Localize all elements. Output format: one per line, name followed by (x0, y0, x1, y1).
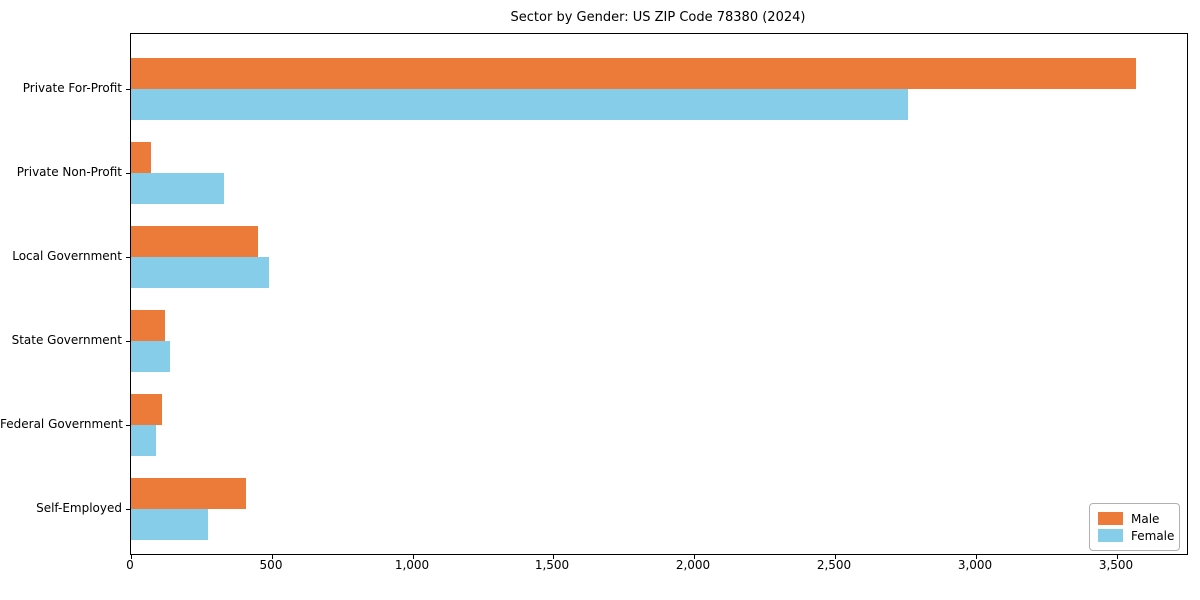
y-tick-private-non-profit (126, 173, 131, 174)
bar-female-state-government (131, 341, 170, 372)
y-tick-label-local-government: Local Government (12, 249, 122, 263)
bar-male-private-non-profit (131, 142, 151, 173)
x-tick-label-500: 500 (259, 558, 283, 572)
y-tick-private-for-profit (126, 89, 131, 90)
bar-female-private-for-profit (131, 89, 908, 120)
x-tick-label-3500: 3,500 (1098, 558, 1134, 572)
legend-label-female: Female (1131, 528, 1175, 543)
x-tick-2000 (694, 555, 695, 559)
y-tick-label-state-government: State Government (11, 333, 122, 347)
x-tick-label-0: 0 (126, 558, 134, 572)
bar-female-federal-government (131, 425, 156, 456)
x-tick-500 (272, 555, 273, 559)
x-tick-0 (131, 555, 132, 559)
chart-title: Sector by Gender: US ZIP Code 78380 (202… (510, 10, 806, 25)
y-tick-self-employed (126, 509, 131, 510)
legend-label-male: Male (1131, 511, 1160, 526)
x-tick-1000 (413, 555, 414, 559)
x-tick-label-1500: 1,500 (534, 558, 570, 572)
bar-female-self-employed (131, 509, 208, 540)
legend-item-male: Male (1098, 510, 1171, 527)
bar-male-private-for-profit (131, 58, 1136, 89)
x-tick-label-2000: 2,000 (675, 558, 711, 572)
legend-item-female: Female (1098, 527, 1175, 544)
legend-swatch-male-icon (1098, 512, 1123, 525)
x-tick-label-1000: 1,000 (394, 558, 430, 572)
x-tick-3000 (976, 555, 977, 559)
y-tick-local-government (126, 257, 131, 258)
legend-swatch-female-icon (1098, 529, 1123, 542)
bar-male-local-government (131, 226, 258, 257)
y-tick-federal-government (126, 425, 131, 426)
bar-male-state-government (131, 310, 165, 341)
plot-area: Male Female (126, 33, 1188, 559)
x-tick-1500 (553, 555, 554, 559)
y-tick-state-government (126, 341, 131, 342)
y-tick-label-private-for-profit: Private For-Profit (22, 81, 122, 95)
x-tick-label-3000: 3,000 (957, 558, 993, 572)
bar-female-local-government (131, 257, 269, 288)
x-tick-2500 (835, 555, 836, 559)
y-tick-label-federal-government: Federal Government (0, 417, 123, 431)
x-tick-3500 (1117, 555, 1118, 559)
x-tick-label-2500: 2,500 (816, 558, 852, 572)
bar-male-federal-government (131, 394, 162, 425)
y-tick-label-private-non-profit: Private Non-Profit (16, 165, 122, 179)
y-tick-label-self-employed: Self-Employed (36, 501, 122, 515)
legend: Male Female (1089, 503, 1180, 551)
bar-female-private-non-profit (131, 173, 224, 204)
bar-male-self-employed (131, 478, 246, 509)
